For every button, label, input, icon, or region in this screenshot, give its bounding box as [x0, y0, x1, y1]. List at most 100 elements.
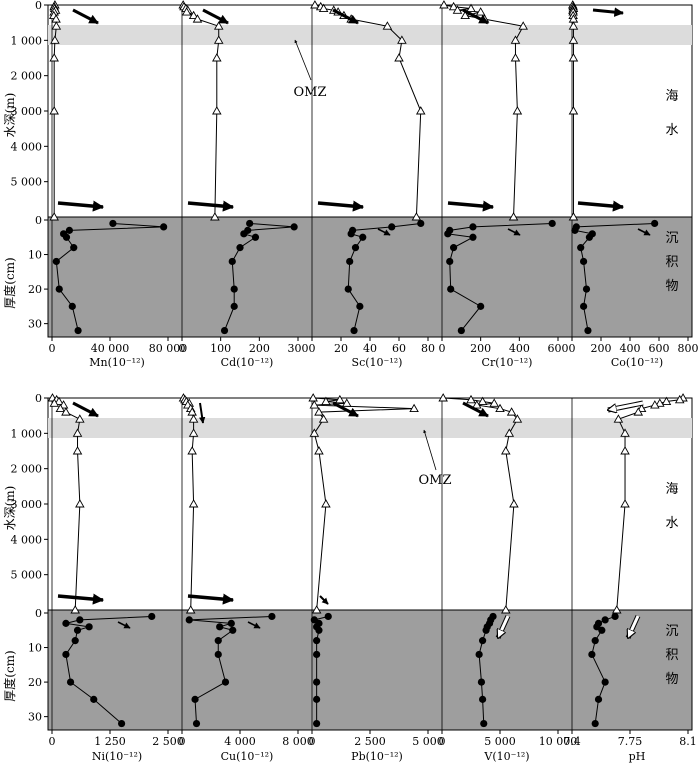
- x-tick-label: 1 250: [94, 735, 126, 748]
- sediment-sample-point: [480, 719, 488, 728]
- water-sample-point: [213, 35, 224, 44]
- sediment-profile-line: [55, 222, 164, 331]
- sediment-sample-point: [148, 612, 156, 621]
- variable-label: Cd(10⁻¹²): [221, 356, 274, 369]
- sediment-sample-point: [580, 302, 588, 310]
- sediment-sample-point: [479, 695, 487, 703]
- bottom-water-depth-label: 水深(m): [3, 486, 17, 531]
- water-sample-point: [181, 7, 192, 16]
- bottom-omz-label: OMZ: [418, 473, 451, 488]
- water-sample-point: [512, 106, 523, 115]
- x-tick-label: 60: [392, 342, 406, 355]
- x-tick-label: 600: [649, 342, 670, 355]
- sediment-sample-point: [585, 233, 594, 241]
- water-sample-point: [314, 446, 324, 455]
- depth-tick-label: 4 000: [11, 140, 43, 153]
- sediment-sample-point: [601, 678, 609, 686]
- sediment-sample-point: [66, 678, 75, 686]
- sediment-sample-point: [584, 326, 592, 335]
- sediment-sample-point: [350, 326, 358, 335]
- sediment-sample-point: [313, 695, 321, 703]
- x-tick-label: 400: [509, 342, 530, 355]
- water-sample-point: [411, 212, 422, 221]
- water-sample-point: [620, 446, 630, 455]
- water-sample-point: [311, 605, 322, 614]
- sediment-sample-point: [185, 616, 193, 624]
- sediment-sample-point: [324, 612, 332, 621]
- trend-arrow: [319, 595, 329, 605]
- sediment-sample-point: [450, 244, 458, 252]
- water-sample-point: [409, 403, 419, 413]
- trend-arrow: [57, 593, 105, 605]
- sediment-tick-label: 30: [28, 318, 42, 331]
- water-sample-point: [51, 21, 62, 30]
- sediment-profile-line: [347, 222, 421, 331]
- sediment-sample-point: [457, 326, 465, 335]
- trend-arrow: [187, 200, 235, 212]
- sediment-sample-point: [588, 650, 596, 659]
- top-omz-pointer: [294, 39, 312, 81]
- bottom-sediment-label-2: 积: [665, 648, 678, 663]
- sediment-sample-point: [290, 223, 298, 231]
- sediment-sample-point: [577, 244, 585, 252]
- variable-label: V(10⁻¹²): [483, 750, 529, 763]
- depth-tick-label: 4 000: [11, 533, 43, 546]
- sediment-sample-point: [236, 244, 244, 252]
- water-sample-point: [620, 499, 630, 508]
- x-tick-label: 0: [569, 342, 576, 355]
- sediment-sample-point: [447, 285, 455, 293]
- water-sample-point: [611, 605, 622, 614]
- trend-arrow: [72, 401, 99, 418]
- water-sample-point: [510, 35, 521, 44]
- sediment-sample-point: [62, 619, 70, 627]
- water-sample-point: [75, 414, 85, 423]
- water-sample-point: [318, 414, 329, 423]
- sediment-sample-point: [591, 637, 599, 645]
- sediment-sample-point: [571, 226, 579, 234]
- x-tick-label: 8 000: [282, 735, 314, 748]
- bottom-sediment-area: [47, 609, 693, 731]
- water-sample-point: [212, 53, 222, 62]
- depth-tick-label: 2 000: [11, 463, 43, 476]
- water-sample-point: [70, 605, 80, 614]
- water-sample-point: [466, 3, 476, 12]
- water-sample-point: [49, 212, 59, 221]
- bottom-seawater-label-1: 海: [665, 482, 678, 497]
- x-tick-label: 80: [421, 342, 435, 355]
- x-tick-label: 8.1: [679, 735, 697, 748]
- bottom-sediment-depth-label: 厚度(cm): [2, 650, 17, 701]
- water-sample-point: [192, 14, 203, 23]
- trend-arrow: [577, 200, 625, 212]
- water-sample-point: [188, 414, 199, 423]
- top-sediment-label-2: 积: [665, 255, 678, 270]
- top-seawater-label-1: 海: [665, 89, 678, 104]
- sediment-sample-point: [601, 616, 609, 624]
- sediment-sample-point: [469, 223, 477, 231]
- top-omz-label: OMZ: [293, 85, 326, 100]
- sediment-sample-point: [230, 285, 238, 293]
- trend-arrow: [637, 228, 651, 236]
- variable-label: Sc(10⁻¹²): [352, 356, 403, 369]
- water-sample-point: [309, 428, 320, 437]
- sediment-sample-point: [598, 626, 606, 634]
- top-sediment-area: [47, 216, 693, 338]
- water-sample-point: [472, 400, 482, 409]
- sediment-sample-point: [240, 230, 248, 238]
- sediment-sample-point: [229, 626, 237, 634]
- sediment-sample-point: [214, 637, 222, 645]
- water-sample-point: [655, 398, 665, 407]
- water-sample-point: [50, 35, 60, 44]
- trend-arrow: [447, 200, 495, 212]
- water-sample-point: [185, 605, 196, 614]
- water-sample-point: [188, 10, 199, 20]
- sediment-tick-label: 0: [35, 214, 42, 227]
- water-sample-point: [314, 407, 324, 416]
- sediment-sample-point: [216, 623, 224, 631]
- water-sample-point: [501, 605, 511, 614]
- sediment-sample-point: [359, 233, 367, 241]
- sediment-sample-point: [268, 612, 276, 621]
- sediment-sample-point: [118, 719, 126, 728]
- water-sample-point: [518, 21, 528, 30]
- sediment-sample-point: [479, 637, 487, 645]
